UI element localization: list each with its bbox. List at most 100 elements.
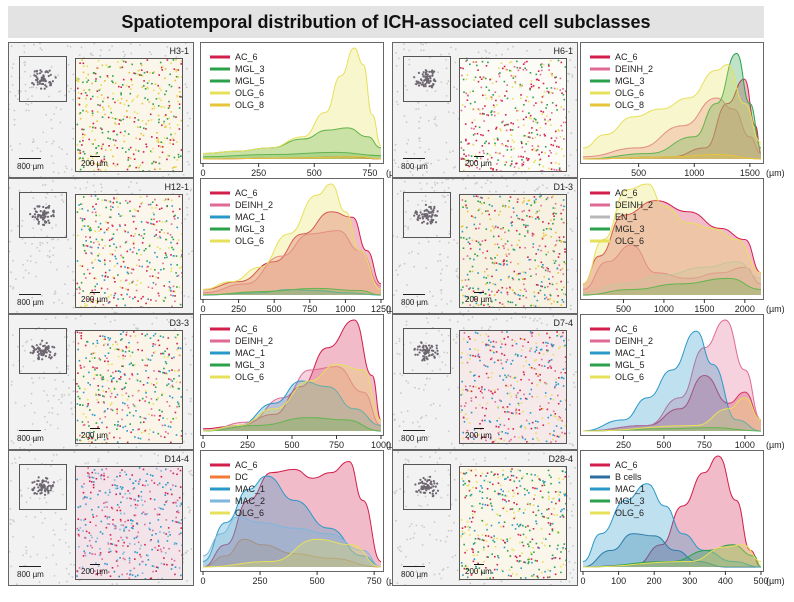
- x-tick-label: 0: [200, 168, 205, 178]
- legend-item: MGL_3: [590, 76, 645, 86]
- legend-item: OLG_8: [590, 100, 644, 110]
- x-tick-label: 750: [329, 440, 344, 450]
- x-unit-label: (µm): [766, 576, 785, 586]
- legend-item: MAC_1: [210, 212, 265, 222]
- tissue-image-panel: H3-1 800 µm 200 µm: [8, 42, 194, 178]
- x-tick-label: 500: [267, 304, 282, 314]
- density-line-deinh_2: [202, 366, 382, 432]
- density-chart-panel: AC_6 DEINH_2 MAC_1 MGL_5 OLG_6 250 500 750 1000 (…: [580, 314, 785, 450]
- density-area-mac_1: [203, 381, 381, 431]
- legend-label: MAC_1: [615, 348, 645, 358]
- legend-item: OLG_6: [590, 236, 644, 246]
- legend-label: MAC_2: [235, 496, 265, 506]
- legend-item: DEINH_2: [210, 336, 273, 346]
- x-tick-label: 250: [240, 440, 255, 450]
- legend-item: AC_6: [210, 52, 258, 62]
- legend-label: OLG_6: [235, 88, 264, 98]
- legend-item: AC_6: [210, 324, 258, 334]
- density-area-ac_6: [203, 320, 381, 431]
- x-tick-label: 500: [616, 304, 631, 314]
- x-unit-label: (µm): [766, 304, 785, 314]
- legend-label: MGL_3: [615, 224, 645, 234]
- legend-item: MGL_3: [210, 224, 265, 234]
- scale-bar-label: 800 µm: [17, 298, 44, 307]
- legend-item: DEINH_2: [210, 200, 273, 210]
- tissue-image-panel: H12-1 800 µm 200 µm: [8, 178, 194, 314]
- legend-item: OLG_6: [210, 372, 264, 382]
- density-area-ac_6: [583, 200, 761, 295]
- density-line-olg_6: [582, 397, 762, 432]
- density-line-b-cells: [582, 533, 761, 568]
- scale-bar-label: 800 µm: [17, 570, 44, 579]
- density-line-olg_6: [582, 64, 762, 149]
- lesion-thumbnail: [19, 464, 67, 510]
- scale-bar-label: 800 µm: [17, 434, 44, 443]
- zoom-inset: 200 µm: [75, 466, 183, 580]
- x-tick-label: 0: [580, 576, 585, 586]
- inset-scale-label: 200 µm: [465, 567, 492, 576]
- x-unit-label: (µm): [766, 168, 785, 178]
- legend-label: DEINH_2: [235, 200, 273, 210]
- density-line-dc: [202, 538, 382, 568]
- x-tick-label: 1000: [371, 440, 391, 450]
- density-chart: AC_6 DEINH_2 EN_1 MGL_3 OLG_6 500 1000 1500 2000…: [582, 183, 785, 314]
- lesion-thumbnail: [403, 464, 451, 510]
- density-chart: AC_6 DEINH_2 MAC_1 MGL_5 OLG_6 250 500 750 1000 (…: [582, 319, 785, 450]
- x-tick-label: 500: [631, 168, 646, 178]
- legend-item: MAC_1: [210, 348, 265, 358]
- inset-scale-bar: [474, 564, 484, 565]
- legend-label: OLG_6: [615, 236, 644, 246]
- x-tick-label: 1000: [335, 304, 355, 314]
- legend-label: DEINH_2: [235, 336, 273, 346]
- legend-item: DC: [210, 472, 248, 482]
- density-area-deinh_2: [203, 366, 381, 431]
- x-tick-label: 250: [251, 168, 266, 178]
- legend-item: MAC_1: [590, 484, 645, 494]
- legend-label: AC_6: [615, 324, 638, 334]
- legend-item: AC_6: [210, 460, 258, 470]
- density-area-ac_6: [583, 79, 761, 159]
- legend-item: B cells: [590, 472, 642, 482]
- legend-item: AC_6: [590, 52, 638, 62]
- x-unit-label: (µm): [766, 440, 785, 450]
- legend-item: OLG_6: [210, 88, 264, 98]
- density-area-olg_6: [583, 397, 761, 431]
- density-line-mac_1: [582, 483, 762, 568]
- legend-label: OLG_8: [235, 100, 264, 110]
- x-tick-label: 500: [284, 440, 299, 450]
- legend-label: MGL_5: [235, 76, 265, 86]
- inset-scale-bar: [90, 428, 100, 429]
- density-line-ac_6: [202, 211, 382, 290]
- scale-bar: [403, 294, 425, 295]
- legend-item: MGL_3: [590, 224, 645, 234]
- density-line-mac_2: [202, 516, 382, 568]
- density-area-olg_6: [203, 48, 381, 159]
- density-area-ac_6: [583, 456, 761, 567]
- density-area-mgl_3: [203, 417, 381, 431]
- legend-label: MGL_3: [235, 224, 265, 234]
- lesion-thumbnail: [403, 56, 451, 102]
- x-tick-label: 2000: [735, 304, 755, 314]
- legend-item: AC_6: [590, 324, 638, 334]
- legend-item: EN_1: [590, 212, 638, 222]
- inset-scale-bar: [90, 564, 100, 565]
- inset-scale-bar: [90, 156, 100, 157]
- lesion-thumbnail: [403, 328, 451, 374]
- density-area-olg_6: [203, 364, 381, 431]
- inset-scale-label: 200 µm: [81, 567, 108, 576]
- legend-label: B cells: [615, 472, 642, 482]
- sample-id-label: H12-1: [164, 182, 189, 192]
- sample-id-label: D7-4: [553, 318, 573, 328]
- density-line-ac_6: [582, 200, 762, 285]
- sample-id-label: H3-1: [169, 46, 189, 56]
- legend-item: OLG_8: [210, 100, 264, 110]
- figure-title: Spatiotemporal distribution of ICH-assoc…: [121, 12, 651, 32]
- legend-label: MAC_1: [615, 484, 645, 494]
- scale-bar: [403, 158, 425, 159]
- density-area-deinh_2: [203, 230, 381, 295]
- inset-scale-label: 200 µm: [465, 431, 492, 440]
- legend-label: OLG_6: [235, 372, 264, 382]
- density-area-olg_6: [583, 544, 761, 567]
- legend-label: OLG_8: [615, 100, 644, 110]
- legend-label: DEINH_2: [615, 200, 653, 210]
